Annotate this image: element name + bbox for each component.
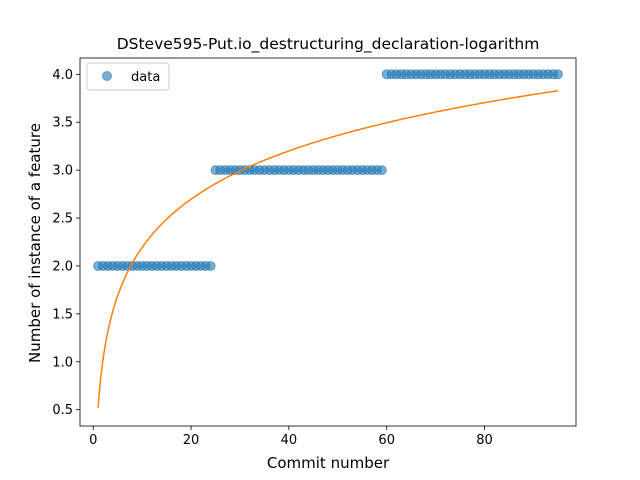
data-point	[552, 69, 563, 80]
plot-area	[79, 57, 577, 427]
data-point	[376, 165, 387, 176]
y-axis-label: Number of instance of a feature	[26, 123, 44, 363]
y-tick-label: 4.0	[52, 68, 73, 83]
y-tick-label: 3.5	[52, 116, 73, 131]
x-tick-label: 80	[476, 433, 493, 448]
fit-line	[97, 89, 559, 408]
legend-box	[86, 62, 170, 91]
x-tick-label: 20	[183, 433, 200, 448]
y-tick-label: 3.0	[52, 164, 73, 179]
y-tick-label: 1.5	[52, 307, 73, 322]
chart-title: DSteve595-Put.io_destructuring_declarati…	[117, 35, 540, 54]
x-axis-label: Commit number	[267, 454, 390, 472]
x-tick-label: 40	[281, 433, 298, 448]
legend: data	[86, 62, 170, 91]
x-axis: 0 20 40 60 80	[89, 426, 493, 448]
x-tick-label: 60	[378, 433, 395, 448]
y-tick-label: 0.5	[52, 403, 73, 418]
y-axis: 0.5 1.0 1.5 2.0 2.5 3.0 3.5 4.0	[52, 68, 80, 418]
x-tick-label: 0	[89, 433, 97, 448]
y-tick-label: 1.0	[52, 355, 73, 370]
y-tick-label: 2.5	[52, 212, 73, 227]
legend-label-data: data	[131, 70, 160, 85]
data-point	[205, 260, 216, 271]
legend-marker-data	[102, 71, 112, 81]
plot-frame	[79, 57, 577, 427]
y-tick-label: 2.0	[52, 259, 73, 274]
